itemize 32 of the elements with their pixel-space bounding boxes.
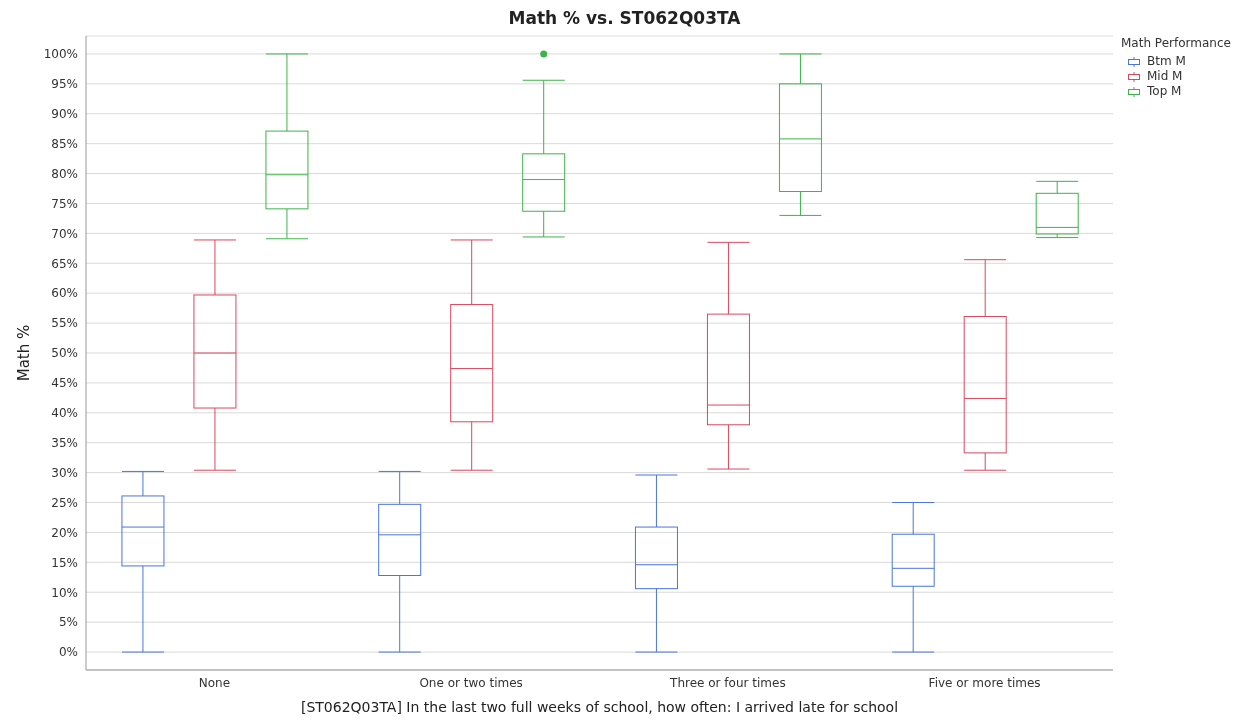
legend-label: Mid M — [1147, 69, 1183, 84]
y-tick-label: 65% — [51, 256, 78, 271]
x-tick-label: Three or four times — [669, 675, 786, 690]
y-tick-label: 10% — [51, 585, 78, 600]
y-axis-title: Math % — [15, 324, 34, 382]
x-axis-title: [ST062Q03TA] In the last two full weeks of school, how often: I arrived late for school — [300, 698, 899, 715]
y-tick-label: 70% — [51, 226, 78, 241]
x-tick-label: One or two times — [419, 675, 523, 690]
x-tick-label: Five or more times — [928, 675, 1041, 690]
y-tick-label: 50% — [51, 346, 78, 361]
legend-title: Math Performance — [1121, 36, 1231, 50]
y-tick-label: 75% — [51, 196, 78, 211]
legend-label: Top M — [1147, 84, 1182, 99]
chart-title: Math % vs. ST062Q03TA — [507, 8, 742, 30]
y-tick-label: 0% — [58, 645, 78, 660]
y-tick-label: 45% — [51, 376, 78, 391]
y-tick-label: 55% — [51, 316, 78, 331]
y-tick-label: 15% — [51, 555, 78, 570]
y-tick-label: 90% — [51, 107, 78, 122]
y-tick-label: 25% — [51, 495, 78, 510]
y-tick-label: 60% — [51, 286, 78, 301]
y-tick-label: 80% — [51, 166, 78, 181]
y-tick-label: 95% — [51, 77, 78, 92]
y-tick-label: 85% — [51, 136, 78, 151]
y-tick-label: 40% — [51, 406, 78, 421]
y-tick-label: 5% — [58, 615, 78, 630]
y-tick-label: 30% — [51, 465, 78, 480]
y-tick-label: 35% — [51, 435, 78, 450]
y-tick-label: 100% — [43, 47, 78, 62]
x-tick-label: None — [198, 675, 231, 690]
legend-label: Btm M — [1147, 54, 1186, 69]
y-tick-label: 20% — [51, 525, 78, 540]
